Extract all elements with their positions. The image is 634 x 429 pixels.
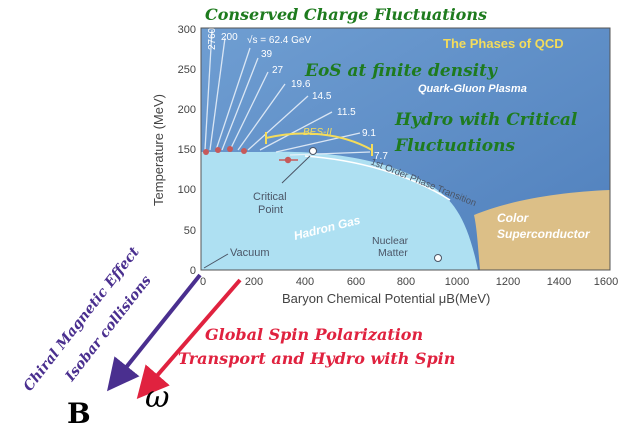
y-tick-300: 300	[178, 24, 196, 36]
x-tick-200: 200	[245, 276, 263, 288]
axes-frame	[200, 27, 611, 271]
x-tick-1600: 1600	[594, 276, 618, 288]
title: Conserved Charge Fluctuations	[205, 5, 487, 24]
energy-lines	[204, 29, 371, 156]
freeze-out-points	[203, 146, 247, 155]
phases-title: The Phases of QCD	[443, 36, 564, 51]
nuclear-matter-marker	[434, 254, 442, 262]
superconductor-label-1: Color	[497, 211, 530, 225]
x-axis: 0 200 400 600 800 1000 1200 1400 1600	[200, 276, 618, 288]
hydro-label-1: Hydro with Critical	[394, 110, 578, 130]
x-tick-1000: 1000	[445, 276, 469, 288]
x-tick-800: 800	[397, 276, 415, 288]
x-tick-400: 400	[296, 276, 314, 288]
energy-label-62: √s = 62.4 GeV	[247, 34, 311, 46]
energy-label-11: 11.5	[337, 107, 356, 118]
y-axis: 0 50 100 150 200 250 300	[178, 24, 196, 277]
critical-point-label-2: Point	[258, 204, 283, 216]
spin-arrow	[136, 278, 242, 400]
energy-label-200: 200	[221, 32, 238, 43]
first-order-line	[304, 155, 451, 201]
energy-label-19: 19.6	[291, 79, 311, 90]
y-tick-50: 50	[184, 225, 196, 237]
energy-label-39: 39	[261, 49, 273, 60]
y-tick-100: 100	[178, 184, 196, 196]
x-tick-1400: 1400	[547, 276, 571, 288]
y-tick-0: 0	[190, 265, 196, 277]
energy-label-14: 14.5	[312, 91, 332, 102]
bes-bracket	[265, 132, 373, 156]
b-field-symbol: B	[67, 397, 91, 429]
bes-label: BES-II	[303, 127, 332, 138]
y-tick-150: 150	[178, 144, 196, 156]
nuclear-matter-label-1: Nuclear	[372, 235, 409, 247]
spin-label-1: Global Spin Polarization	[205, 325, 423, 344]
superconductor-label-2: Superconductor	[497, 227, 591, 241]
energy-label-7: 7.7	[374, 151, 388, 162]
qgp-label: Quark-Gluon Plasma	[418, 83, 527, 95]
vacuum-pointer	[203, 253, 229, 269]
nuclear-matter-label-2: Matter	[378, 247, 408, 259]
hadron-gas-region	[201, 151, 478, 270]
energy-label-2760: 2760	[207, 27, 218, 50]
critical-point-label-1: Critical	[253, 191, 287, 203]
omega-symbol: ω	[145, 380, 169, 415]
color-superconductor-region	[474, 190, 610, 270]
x-tick-0: 0	[200, 276, 206, 288]
vacuum-label: Vacuum	[230, 247, 270, 259]
energy-label-9: 9.1	[362, 128, 376, 139]
y-axis-label: Temperature (MeV)	[151, 94, 166, 206]
y-tick-200: 200	[178, 104, 196, 116]
x-tick-1200: 1200	[496, 276, 520, 288]
x-axis-label: Baryon Chemical Potential μB(MeV)	[282, 291, 490, 306]
critical-point-marker	[279, 147, 317, 184]
spin-label-2: Transport and Hydro with Spin	[178, 349, 455, 368]
hydro-label-2: Fluctuations	[394, 136, 515, 156]
eos-label: EoS at finite density	[304, 61, 498, 81]
energy-labels: 2760 200 √s = 62.4 GeV 39 27 19.6 14.5 1…	[207, 27, 388, 162]
y-tick-250: 250	[178, 64, 196, 76]
energy-label-27: 27	[272, 65, 284, 76]
x-tick-600: 600	[347, 276, 365, 288]
chiral-arrow	[107, 273, 202, 392]
